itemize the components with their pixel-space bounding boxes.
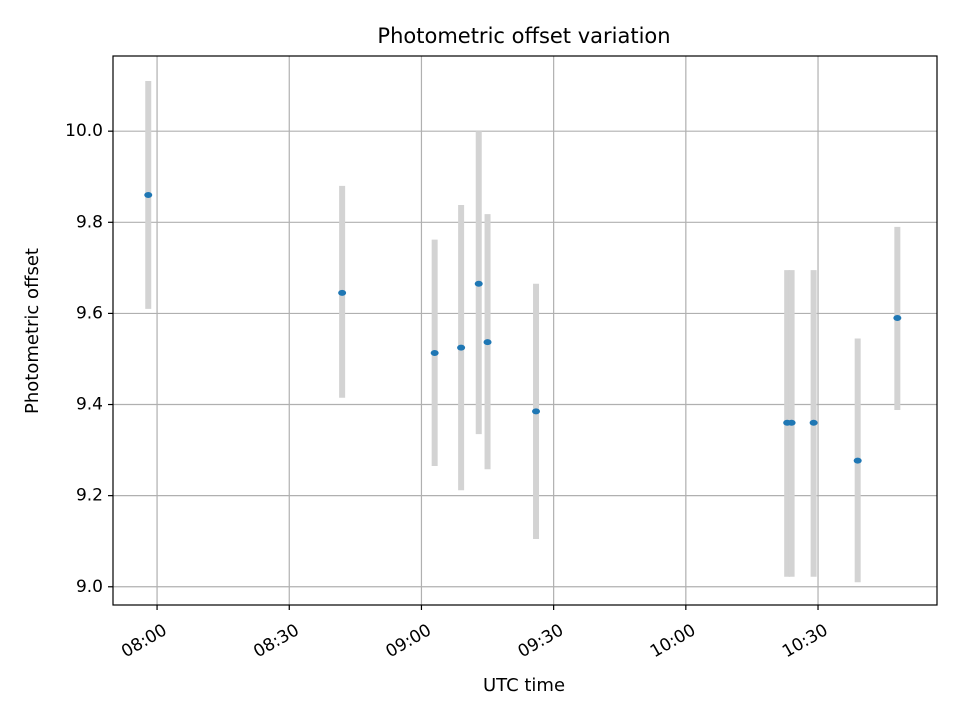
- data-point: [474, 280, 483, 287]
- y-tick-label: 9.2: [76, 486, 103, 506]
- data-point: [457, 344, 466, 351]
- grid-layer: [113, 56, 937, 605]
- data-point: [893, 314, 902, 321]
- y-axis: 9.0 9.2 9.4 9.6 9.8 10.0: [65, 121, 113, 597]
- data-point: [144, 191, 153, 198]
- data-point: [338, 289, 347, 296]
- x-axis-label: UTC time: [483, 675, 565, 696]
- point-layer: [144, 191, 902, 464]
- y-tick-label: 9.4: [76, 395, 103, 415]
- y-axis-label: Photometric offset: [22, 248, 43, 414]
- chart-title: Photometric offset variation: [377, 24, 670, 48]
- data-point: [787, 419, 796, 426]
- data-point: [430, 350, 439, 357]
- data-point: [809, 419, 818, 426]
- plot-frame: [112, 55, 938, 606]
- data-point: [853, 457, 862, 464]
- y-tick-label: 9.6: [76, 303, 103, 323]
- data-point: [483, 339, 492, 346]
- y-tick-label: 9.0: [76, 577, 103, 597]
- data-point: [532, 408, 541, 415]
- y-tick-label: 9.8: [76, 212, 103, 232]
- y-tick-label: 10.0: [65, 121, 103, 141]
